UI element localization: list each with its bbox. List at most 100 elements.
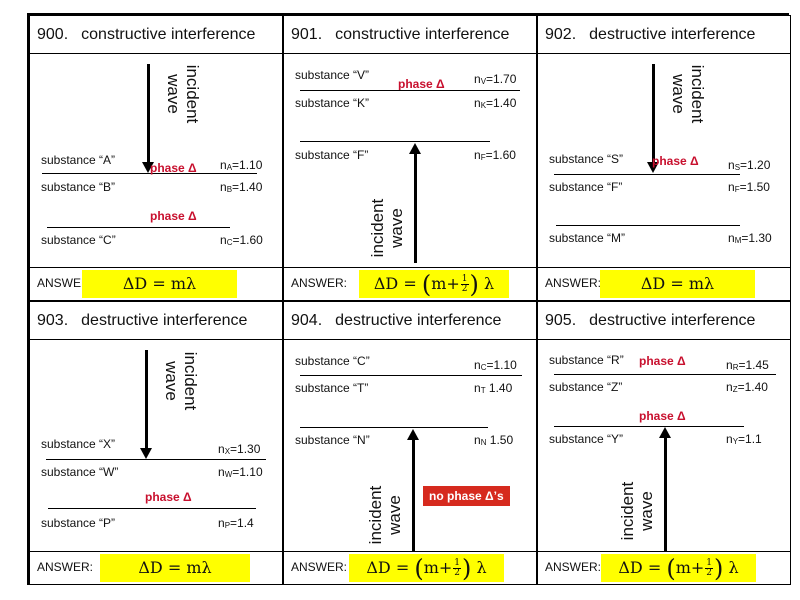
problem-header: 902. destructive interference	[538, 16, 790, 54]
refractive-index: nS=1.20	[728, 158, 771, 172]
answer-formula: ΔD = (m+ 1 2) λ	[349, 554, 504, 582]
interface-line	[300, 141, 490, 142]
problem-number: 901.	[291, 26, 323, 43]
interface-line	[554, 426, 744, 427]
answer-label: ANSWER:	[37, 560, 94, 574]
refractive-index: nF=1.50	[728, 180, 770, 194]
problem-number: 904.	[291, 312, 323, 329]
answer-formula: ΔD = mλ	[600, 270, 755, 298]
problem-header: 904. destructive interference	[284, 302, 536, 340]
interface-line	[42, 173, 257, 174]
interface-line	[300, 375, 522, 376]
problem-title: destructive interference	[589, 26, 756, 43]
problem-905: 905. destructive interference substance “…	[537, 301, 791, 585]
problem-header: 903. destructive interference	[30, 302, 282, 340]
answer-label: ANSWER:	[545, 560, 602, 574]
answer-row: ANSWER: ΔD = mλ	[30, 551, 282, 584]
incident-wave-label: incident wave	[162, 351, 200, 411]
refractive-index: nN 1.50	[474, 433, 514, 447]
problem-title: constructive interference	[81, 26, 256, 43]
refractive-index: nP=1.4	[218, 516, 254, 530]
problem-title: destructive interference	[81, 312, 248, 329]
problem-title: destructive interference	[335, 312, 502, 329]
substance-label: substance “T”	[295, 381, 369, 395]
substance-label: substance “S”	[549, 152, 624, 166]
problem-header: 900. constructive interference	[30, 16, 282, 54]
answer-row: ANSWER: ΔD = (m+ 1 2) λ	[538, 551, 790, 584]
answer-row: ANSWER: ΔD = (m+ 1 2) λ	[284, 551, 536, 584]
phase-change-label: phase Δ	[145, 490, 192, 504]
refractive-index: nT 1.40	[474, 381, 513, 395]
refractive-index: nC=1.10	[474, 358, 517, 372]
no-phase-change-badge: no phase Δ’s	[423, 486, 510, 506]
refractive-index: nX=1.30	[218, 442, 261, 456]
refractive-index: nR=1.45	[726, 358, 769, 372]
problem-header: 901. constructive interference	[284, 16, 536, 54]
refractive-index: nC=1.60	[220, 233, 263, 247]
refractive-index: nF=1.60	[474, 148, 516, 162]
problem-904: 904. destructive interference substance “…	[283, 301, 537, 585]
problem-header: 905. destructive interference	[538, 302, 790, 340]
interface-line	[300, 90, 520, 91]
worksheet-grid: 900. constructive interference incident wa…	[27, 13, 791, 585]
phase-change-label: phase Δ	[150, 161, 197, 175]
problem-901: 901. constructive interference substance …	[283, 15, 537, 301]
substance-label: substance “W”	[41, 465, 119, 479]
substance-label: substance “R”	[549, 353, 624, 367]
answer-formula: ΔD = (m+ 1 2) λ	[359, 270, 509, 298]
problem-number: 902.	[545, 26, 577, 43]
problem-903: 903. destructive interference incident wav…	[29, 301, 283, 585]
answer-formula: ΔD = mλ	[82, 270, 237, 298]
substance-label: substance “M”	[549, 231, 626, 245]
interface-line	[554, 374, 776, 375]
problem-title: destructive interference	[589, 312, 756, 329]
answer-label: ANSWER:	[291, 276, 348, 290]
refractive-index: nW=1.10	[218, 465, 263, 479]
incident-wave-label: incident wave	[669, 64, 707, 124]
substance-label: substance “N”	[295, 433, 370, 447]
phase-change-label: phase Δ	[639, 409, 686, 423]
problem-number: 903.	[37, 312, 69, 329]
substance-label: substance “X”	[41, 437, 116, 451]
problem-900: 900. constructive interference incident wa…	[29, 15, 283, 301]
answer-formula: ΔD = (m+ 1 2) λ	[601, 554, 756, 582]
answer-label: ANSWEF	[37, 276, 89, 290]
substance-label: substance “Z”	[549, 380, 623, 394]
problem-902: 902. destructive interference incident wav…	[537, 15, 791, 301]
interface-line	[48, 508, 256, 509]
answer-label: ANSWER:	[545, 276, 602, 290]
interface-line	[47, 227, 230, 228]
answer-formula: ΔD = mλ	[100, 554, 250, 582]
answer-row: ANSWEF ΔD = mλ	[30, 267, 282, 300]
substance-label: substance “P”	[41, 516, 116, 530]
refractive-index: nZ=1.40	[726, 380, 768, 394]
substance-label: substance “F”	[549, 180, 623, 194]
problem-number: 900.	[37, 26, 69, 43]
substance-label: substance “C”	[295, 354, 370, 368]
substance-label: substance “K”	[295, 96, 370, 110]
incident-wave-label: incident wave	[164, 64, 202, 124]
phase-change-label: phase Δ	[639, 354, 686, 368]
substance-label: substance “A”	[41, 153, 116, 167]
substance-label: substance “V”	[295, 68, 370, 82]
answer-label: ANSWER:	[291, 560, 348, 574]
answer-row: ANSWER: ΔD = mλ	[538, 267, 790, 300]
phase-change-label: phase Δ	[398, 77, 445, 91]
interface-line	[554, 174, 740, 175]
phase-change-label: phase Δ	[652, 154, 699, 168]
interface-line	[556, 225, 740, 226]
substance-label: substance “B”	[41, 180, 116, 194]
incident-wave-label: incident wave	[618, 481, 656, 541]
answer-row: ANSWER: ΔD = (m+ 1 2) λ	[284, 267, 536, 300]
refractive-index: nA=1.10	[220, 158, 263, 172]
interface-line	[300, 427, 488, 428]
substance-label: substance “F”	[295, 148, 369, 162]
problem-title: constructive interference	[335, 26, 510, 43]
substance-label: substance “Y”	[549, 432, 624, 446]
incident-wave-label: incident wave	[368, 198, 406, 258]
refractive-index: nK=1.40	[474, 96, 517, 110]
refractive-index: nY=1.1	[726, 432, 762, 446]
refractive-index: nB=1.40	[220, 180, 263, 194]
refractive-index: nV=1.70	[474, 72, 517, 86]
interface-line	[46, 459, 266, 460]
